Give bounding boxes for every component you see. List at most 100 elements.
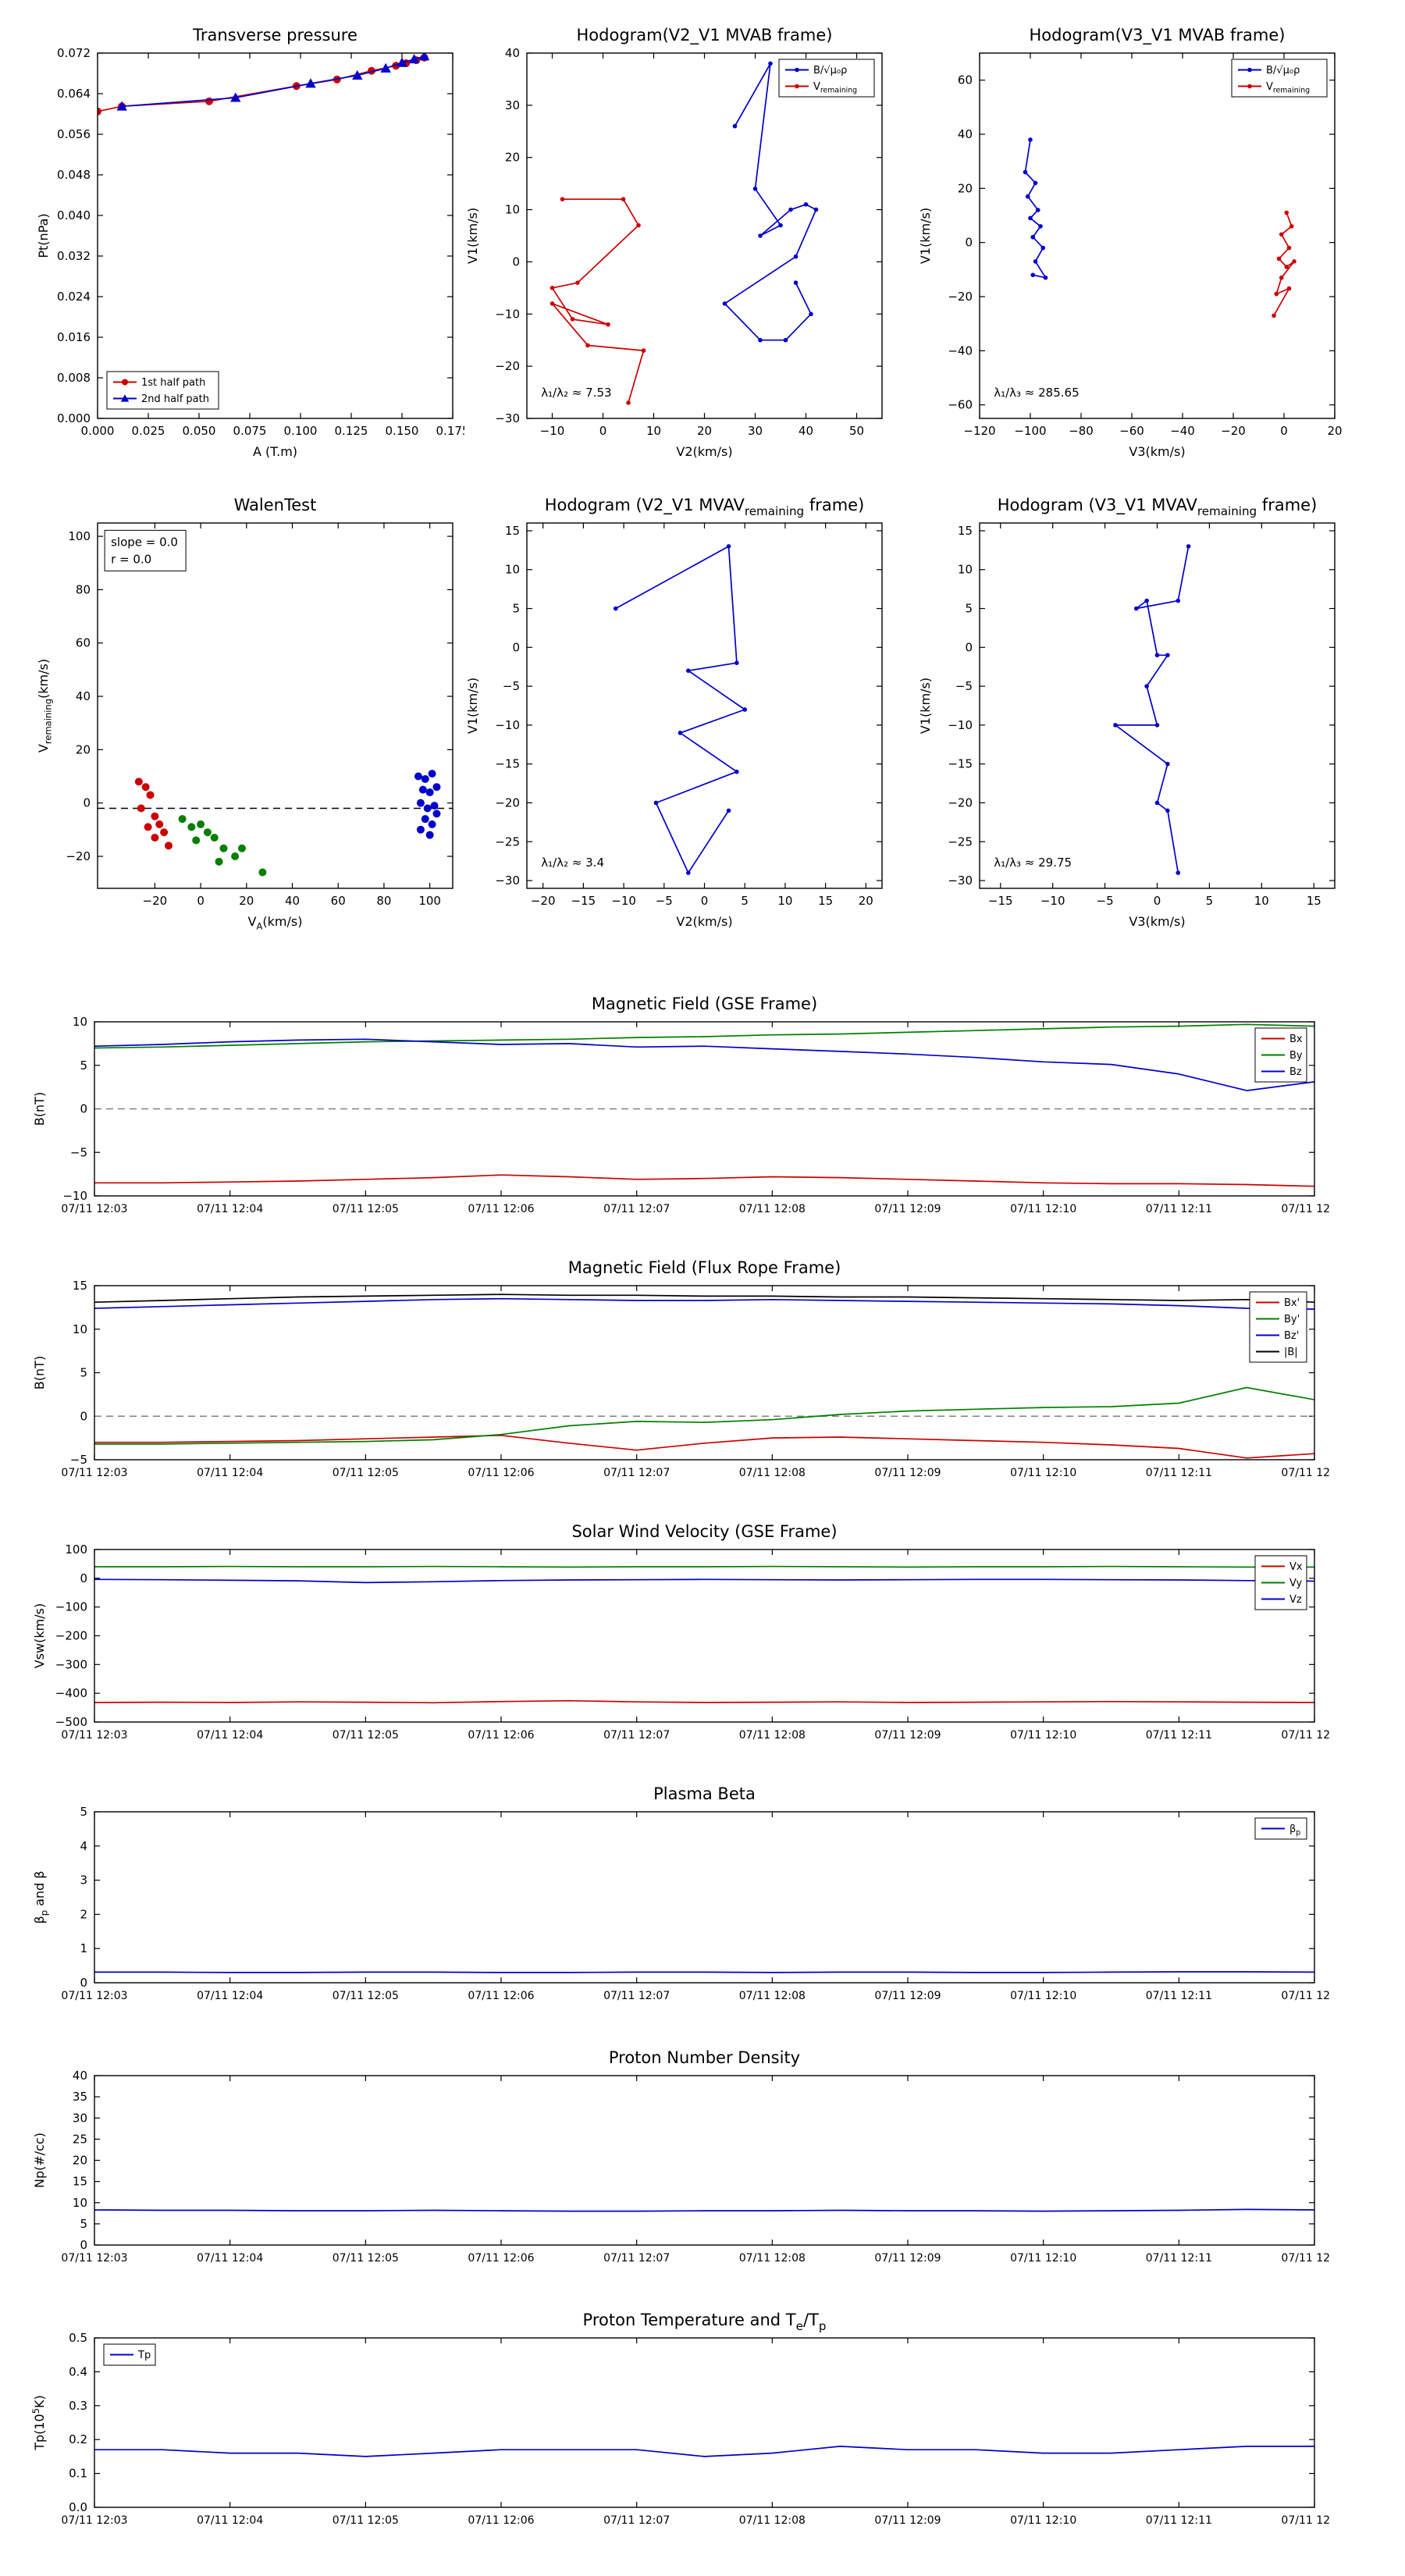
svg-text:0.175: 0.175 [436, 424, 464, 438]
chart-title: Plasma Beta [653, 1784, 756, 1803]
svg-text:20: 20 [1327, 424, 1342, 438]
svg-text:−60: −60 [1119, 424, 1144, 438]
svg-text:−15: −15 [495, 757, 520, 771]
svg-text:0.150: 0.150 [386, 424, 419, 438]
svg-text:07/11 12:08: 07/11 12:08 [739, 2252, 806, 2265]
svg-text:07/11 12:03: 07/11 12:03 [61, 1990, 127, 2002]
svg-text:20: 20 [73, 2154, 87, 2168]
svg-text:07/11 12:11: 07/11 12:11 [1146, 2514, 1212, 2527]
svg-text:0.125: 0.125 [335, 424, 368, 438]
svg-text:0.016: 0.016 [57, 330, 91, 344]
svg-text:07/11 12:10: 07/11 12:10 [1010, 1990, 1076, 2002]
svg-text:Vx: Vx [1289, 1561, 1303, 1573]
svg-text:07/11 12:08: 07/11 12:08 [739, 2514, 806, 2527]
svg-text:5: 5 [1206, 894, 1214, 908]
svg-text:0.072: 0.072 [57, 46, 91, 60]
svg-text:λ₁/λ₃ ≈ 29.75: λ₁/λ₃ ≈ 29.75 [994, 856, 1072, 870]
svg-text:−30: −30 [948, 873, 973, 888]
svg-text:07/11 12:03: 07/11 12:03 [61, 1467, 127, 1479]
plot-area [134, 770, 441, 877]
svg-text:07/11 12:04: 07/11 12:04 [197, 1990, 263, 2002]
tick-labels: −20 −15 −10 −5 0 5 10 15 20 −30 −25 −20 −15 −10 −5 0 5 10… [495, 524, 873, 908]
svg-text:1: 1 [80, 1941, 87, 1955]
svg-text:07/11 12:06: 07/11 12:06 [468, 2514, 534, 2527]
svg-text:07/11 12:08: 07/11 12:08 [739, 1467, 806, 1479]
plot-area [550, 61, 819, 405]
svg-text:0: 0 [701, 894, 709, 908]
legend: Bx By Bz [1254, 1027, 1307, 1083]
chart-np: 07/11 12:03 07/11 12:04 07/11 12:05 07/11 1… [32, 2048, 1330, 2265]
svg-text:−10: −10 [495, 307, 520, 321]
svg-text:−200: −200 [55, 1629, 87, 1643]
svg-text:07/11 12:07: 07/11 12:07 [603, 1729, 670, 1742]
legend: B/√μ₀ρ Vremaining [1231, 59, 1328, 98]
svg-text:07/11 12:05: 07/11 12:05 [333, 1203, 399, 1215]
svg-text:07/11 12:10: 07/11 12:10 [1010, 2514, 1076, 2527]
legend: Bx' By' Bz' |B| [1249, 1291, 1307, 1363]
svg-text:−25: −25 [495, 834, 520, 849]
svg-text:07/11 12:03: 07/11 12:03 [61, 1203, 127, 1215]
y-axis-label: Np(#/cc) [32, 2133, 47, 2188]
svg-text:60: 60 [958, 73, 973, 87]
svg-text:20: 20 [859, 894, 873, 908]
svg-text:20: 20 [958, 181, 973, 195]
svg-text:07/11 12:04: 07/11 12:04 [197, 2514, 263, 2527]
svg-text:07/11 12:08: 07/11 12:08 [739, 1990, 806, 2002]
svg-text:−20: −20 [948, 795, 973, 809]
svg-text:5: 5 [80, 2217, 87, 2231]
svg-text:10: 10 [73, 1015, 87, 1029]
svg-text:07/11 12:07: 07/11 12:07 [603, 1990, 670, 2002]
y-axis-label: Pt(nPa) [36, 213, 51, 258]
axes-frame [94, 1811, 1315, 1984]
chart-title: Hodogram(V3_V1 MVAB frame) [1030, 26, 1286, 45]
svg-text:07/11 12:03: 07/11 12:03 [61, 2252, 127, 2265]
legend: Tp [103, 2343, 156, 2366]
svg-text:07/11 12:05: 07/11 12:05 [333, 1729, 399, 1742]
svg-text:−400: −400 [55, 1686, 87, 1700]
svg-text:80: 80 [76, 582, 91, 596]
svg-text:By': By' [1284, 1314, 1300, 1325]
svg-text:10: 10 [646, 424, 661, 438]
svg-text:Vremaining: Vremaining [813, 81, 857, 95]
svg-text:−5: −5 [656, 894, 673, 908]
svg-text:−20: −20 [531, 894, 556, 908]
svg-text:0: 0 [599, 424, 607, 438]
series-middle [178, 815, 267, 877]
svg-text:07/11 12:09: 07/11 12:09 [874, 1729, 941, 1742]
tick-labels: −120 −100 −80 −60 −40 −20 0 20 −60 −40 −20 0 20 40 60 [948, 73, 1342, 438]
svg-text:−20: −20 [143, 894, 168, 908]
chart-hodogram-v2v1-mvav: −20 −15 −10 −5 0 5 10 15 20 −30 −25 −20 −15 −10 −5 0 5 10… [465, 496, 883, 929]
x-axis-label: V2(km/s) [676, 914, 732, 929]
svg-text:07/11 12:06: 07/11 12:06 [468, 1467, 534, 1479]
svg-text:15: 15 [505, 524, 520, 538]
svg-text:5: 5 [965, 602, 973, 616]
svg-text:35: 35 [73, 2090, 87, 2104]
svg-text:0.5: 0.5 [69, 2331, 87, 2345]
svg-text:07/11 12:07: 07/11 12:07 [603, 2252, 670, 2265]
svg-text:B/√μ₀ρ: B/√μ₀ρ [1266, 65, 1300, 76]
svg-text:−30: −30 [495, 411, 520, 425]
svg-text:0.3: 0.3 [69, 2399, 87, 2413]
series-bx [94, 1174, 1314, 1187]
svg-text:Bx': Bx' [1284, 1297, 1300, 1309]
svg-text:0.4: 0.4 [69, 2364, 87, 2379]
plot-area [613, 544, 748, 875]
annotation: λ₁/λ₂ ≈ 7.53 [541, 386, 611, 400]
svg-text:40: 40 [76, 689, 91, 703]
svg-text:07/11 12:09: 07/11 12:09 [874, 1203, 941, 1215]
svg-text:0.032: 0.032 [57, 249, 91, 263]
svg-text:07/11 12:12: 07/11 12:12 [1281, 1467, 1330, 1479]
svg-text:07/11 12:09: 07/11 12:09 [874, 1990, 941, 2002]
svg-text:−300: −300 [55, 1657, 87, 1671]
svg-text:07/11 12:06: 07/11 12:06 [468, 2252, 534, 2265]
series-v-mvav-path [613, 544, 748, 875]
svg-text:07/11 12:11: 07/11 12:11 [1146, 1729, 1212, 1742]
y-axis-label: V1(km/s) [465, 208, 480, 264]
svg-text:10: 10 [1254, 894, 1269, 908]
svg-text:slope = 0.0: slope = 0.0 [111, 535, 178, 549]
svg-text:07/11 12:11: 07/11 12:11 [1146, 1203, 1212, 1215]
axes-frame [526, 522, 883, 889]
tick-labels: 07/11 12:03 07/11 12:04 07/11 12:05 07/11 1… [61, 2331, 1330, 2527]
x-axis-label: V2(km/s) [676, 444, 732, 459]
svg-text:80: 80 [376, 894, 391, 908]
